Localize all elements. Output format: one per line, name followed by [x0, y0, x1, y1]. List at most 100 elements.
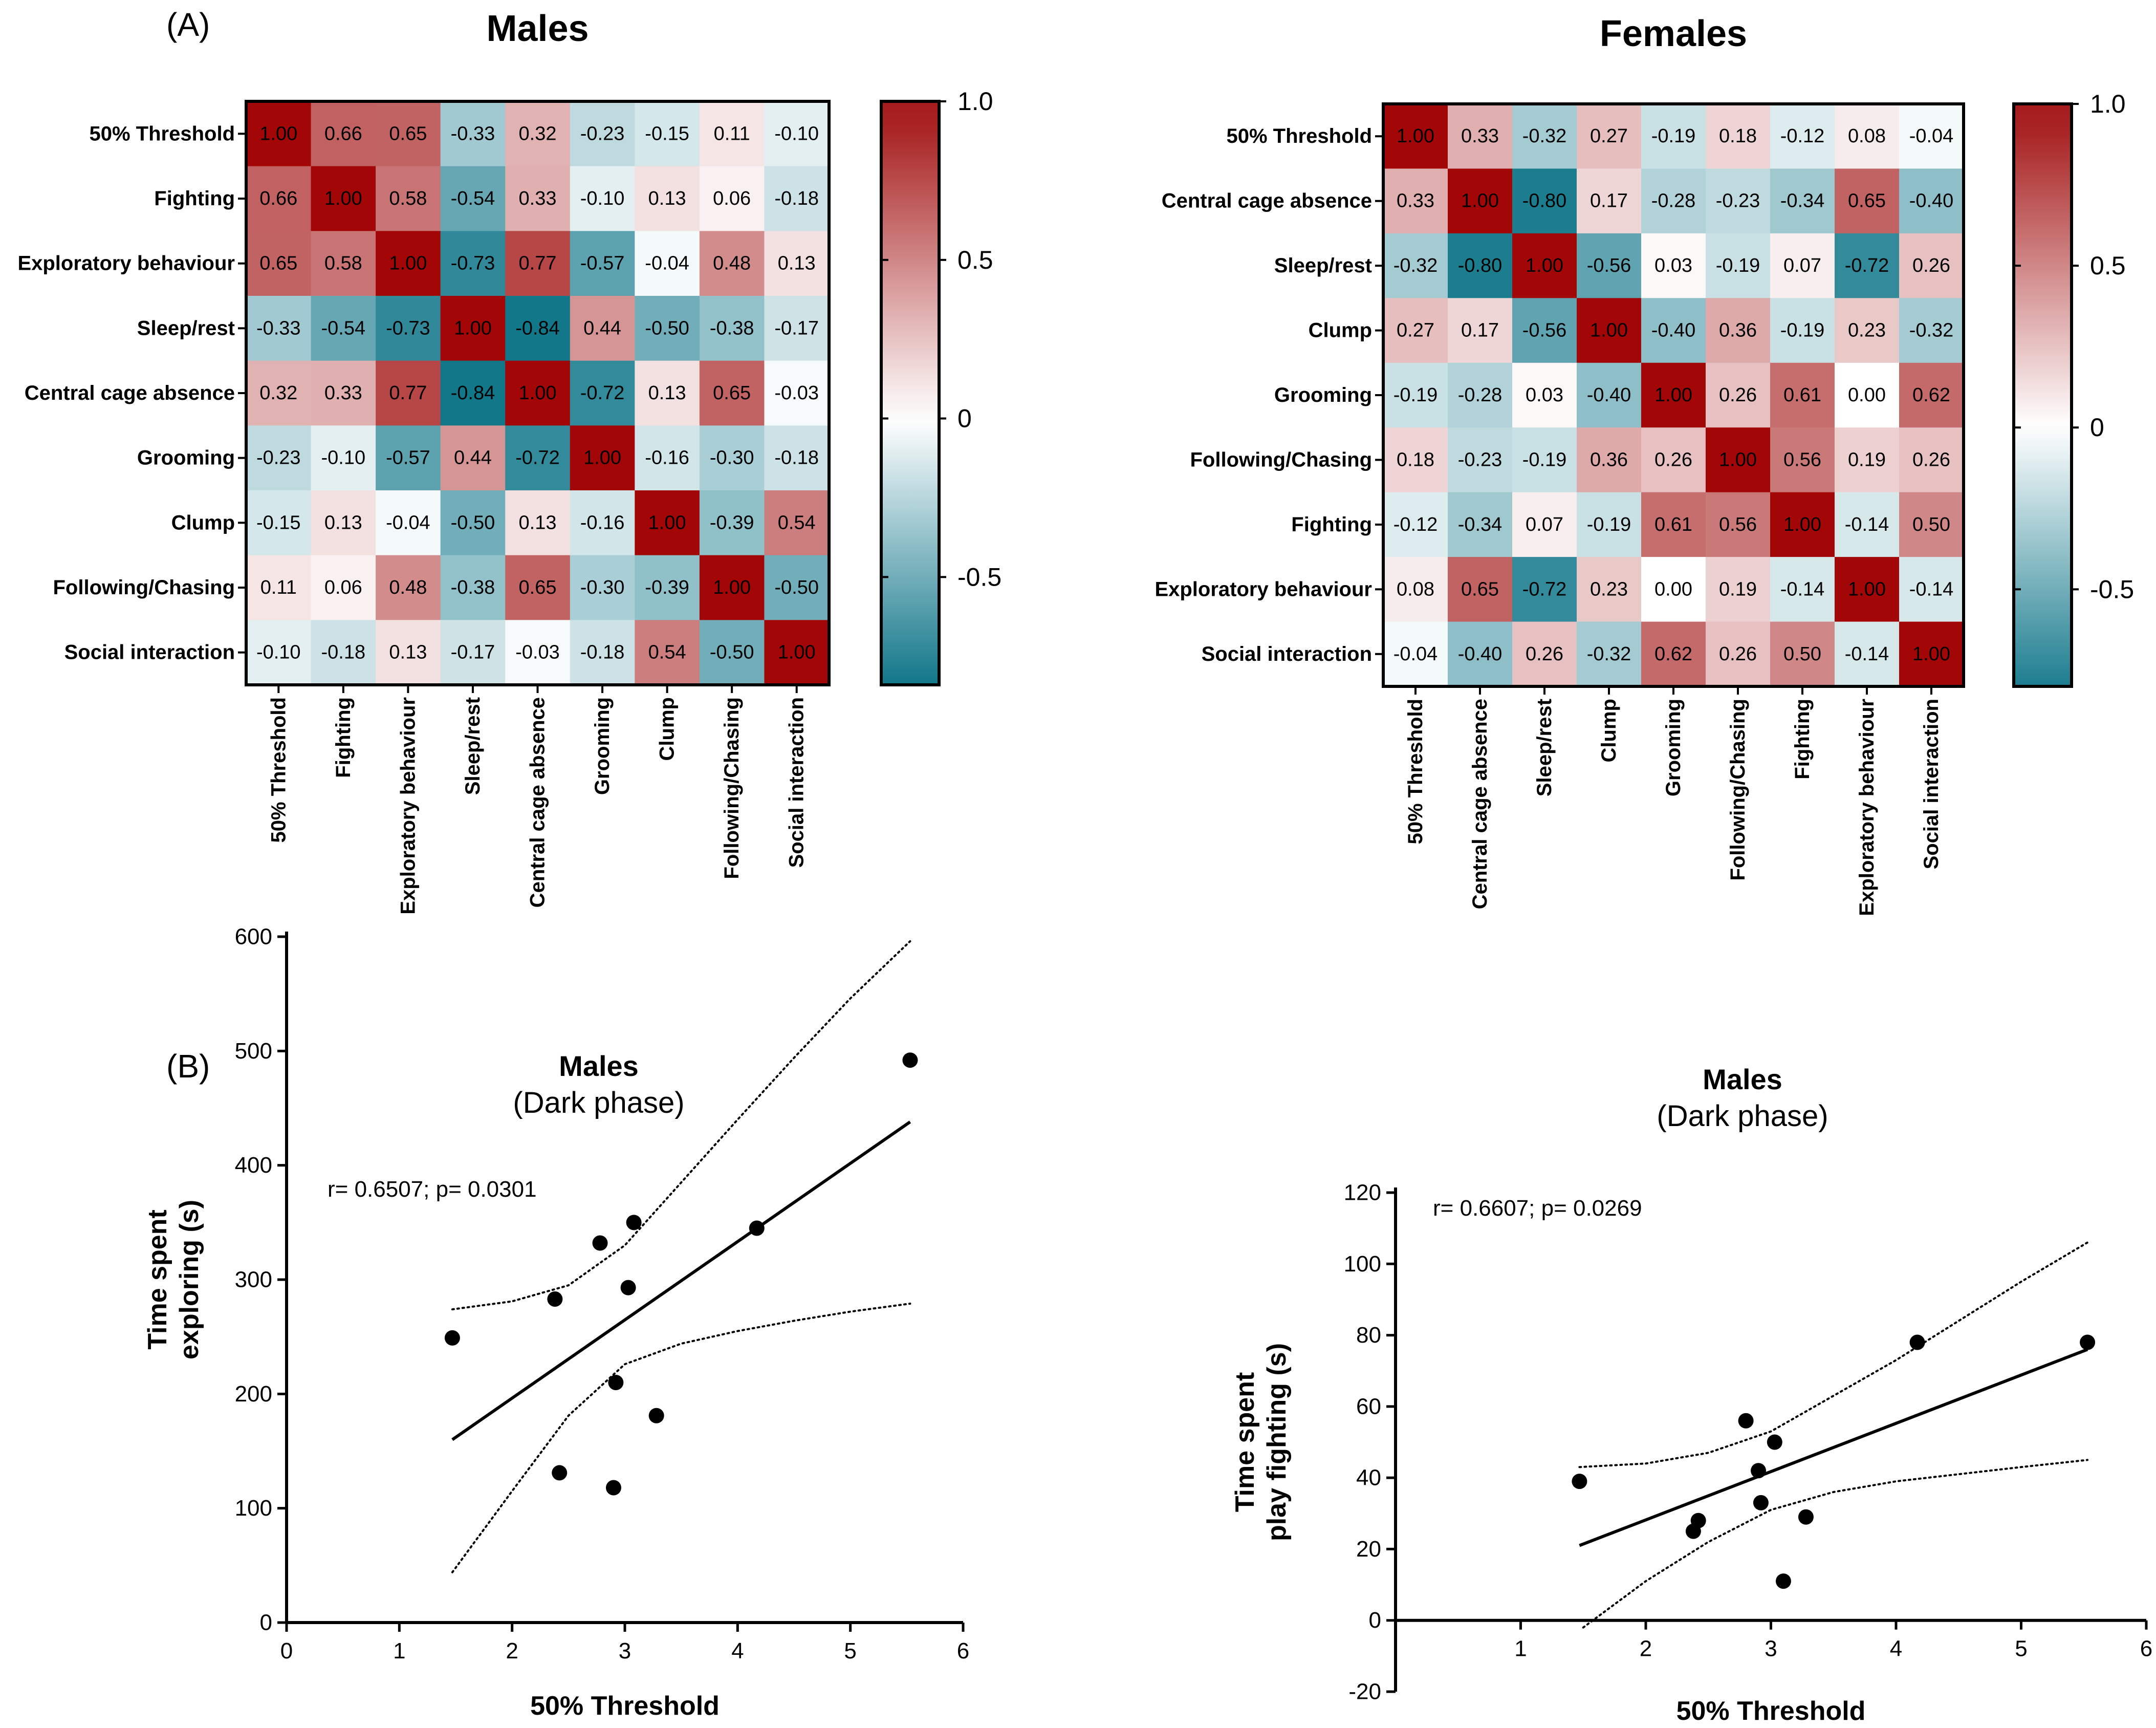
- heatmap-cell: [440, 360, 506, 426]
- heatmap-cell-label: -0.10: [580, 188, 625, 209]
- row-label: Clump: [1309, 319, 1372, 342]
- y-tick-label: 0: [1369, 1608, 1381, 1633]
- heatmap-cell: [505, 490, 571, 556]
- heatmap-cell-label: 1.00: [648, 512, 686, 533]
- data-point: [648, 1408, 664, 1423]
- heatmap-cell-label: 1.00: [583, 447, 621, 469]
- ci-lower-band: [1582, 1459, 2089, 1629]
- heatmap-cell: [570, 425, 635, 491]
- data-point: [620, 1280, 636, 1295]
- colorbar: [2012, 102, 2073, 688]
- heatmap-cell-label: -0.17: [451, 642, 495, 663]
- x-tick-label: 3: [619, 1638, 631, 1664]
- heatmap-cell-label: -0.16: [645, 447, 689, 469]
- heatmap-cell: [1512, 298, 1577, 363]
- heatmap-cell-label: -0.28: [1651, 190, 1696, 212]
- heatmap-cell-label: -0.38: [451, 577, 495, 598]
- ci-upper-band: [1578, 1241, 2089, 1468]
- heatmap-cell-label: 0.26: [1654, 449, 1692, 470]
- heatmap-cell: [311, 101, 376, 167]
- x-tick-label: 6: [2140, 1636, 2152, 1661]
- heatmap-cell-label: 0.19: [1848, 449, 1886, 470]
- y-tick-label: 100: [235, 1496, 272, 1521]
- x-tick-label: 5: [2015, 1636, 2027, 1661]
- heatmap-cell: [1835, 233, 1900, 298]
- row-label: Social interaction: [64, 641, 235, 664]
- y-tick-label: 20: [1356, 1537, 1381, 1562]
- heatmap-cell-label: -0.40: [1909, 190, 1954, 212]
- heatmap-cell-label: 0.61: [1654, 514, 1692, 535]
- heatmap-cell-label: 1.00: [1526, 255, 1563, 276]
- col-label: 50% Threshold: [1404, 699, 1427, 845]
- heatmap-cell: [1641, 104, 1706, 169]
- col-label: 50% Threshold: [267, 697, 290, 843]
- heatmap-cell-label: -0.04: [645, 253, 689, 274]
- heatmap-cell: [1770, 233, 1835, 298]
- heatmap-cell: [505, 555, 571, 620]
- heatmap-cell: [1512, 621, 1577, 687]
- heatmap-cell: [764, 166, 830, 231]
- heatmap-cell-label: -0.19: [1716, 255, 1760, 276]
- heatmap-cell: [699, 620, 765, 685]
- heatmap-cell-label: 0.65: [259, 253, 297, 274]
- col-label: Exploratory behaviour: [1856, 699, 1878, 916]
- heatmap-cell: [440, 425, 506, 491]
- data-point: [444, 1330, 460, 1346]
- heatmap-cell: [246, 231, 312, 296]
- heatmap-cell: [1577, 557, 1642, 622]
- heatmap-cell: [376, 296, 441, 361]
- heatmap-cell: [246, 296, 312, 361]
- colorbar-tick-label: 1.0: [2090, 90, 2126, 118]
- colorbar-tick-label: -0.5: [2090, 575, 2134, 603]
- heatmap-cell: [1577, 168, 1642, 234]
- scatter-play-fighting: Males (Dark phase) -20 0 20 40 60 80 100 120 1 2 3 4 5…: [1230, 1063, 2152, 1726]
- heatmap-cell-label: 0.48: [713, 253, 751, 274]
- heatmap-cell: [505, 166, 571, 231]
- heatmap-cell-label: 0.13: [519, 512, 557, 533]
- heatmap-cell-label: -0.50: [645, 317, 689, 339]
- x-tick-label: 3: [1765, 1636, 1777, 1661]
- regression-line: [1579, 1348, 2088, 1547]
- heatmap-cell-label: 0.56: [1783, 449, 1821, 470]
- heatmap-cell: [1448, 233, 1513, 298]
- heatmap-cell-label: -0.14: [1909, 578, 1954, 600]
- heatmap-cell-label: 0.58: [389, 188, 427, 209]
- y-tick-label: 40: [1356, 1465, 1381, 1491]
- y-tick-label: 200: [235, 1381, 272, 1407]
- colorbar-tick-label: 0: [2090, 413, 2104, 442]
- heatmap-cell: [440, 620, 506, 685]
- heatmap-cell: [764, 490, 830, 556]
- heatmap-cell: [570, 620, 635, 685]
- heatmap-cell: [699, 231, 765, 296]
- y-tick-label: 0: [260, 1610, 272, 1635]
- heatmap-cell: [1448, 621, 1513, 687]
- heatmap-cell-label: -0.10: [774, 123, 819, 144]
- heatmap-cell-label: -0.14: [1780, 578, 1825, 600]
- heatmap-cell-label: 0.48: [389, 577, 427, 598]
- row-label: Grooming: [137, 447, 235, 469]
- row-label: Social interaction: [1202, 643, 1372, 665]
- heatmap-cell-label: -0.40: [1458, 643, 1502, 665]
- x-tick-label: 4: [1890, 1636, 1902, 1661]
- heatmap-cell-label: 0.08: [1397, 578, 1434, 600]
- heatmap-cell: [505, 620, 571, 685]
- heatmap-cell: [1641, 233, 1706, 298]
- heatmap-cell: [1770, 492, 1835, 557]
- y-tick-label: 100: [1344, 1251, 1381, 1277]
- col-label: Following/Chasing: [1727, 699, 1749, 881]
- row-label: Fighting: [154, 187, 235, 210]
- y-tick-label: -20: [1348, 1679, 1381, 1704]
- heatmap-cell-label: -0.19: [1522, 449, 1567, 470]
- heatmap-cell: [1770, 298, 1835, 363]
- heatmap-cell-label: -0.12: [1780, 125, 1825, 147]
- heatmap-cell-label: 0.17: [1461, 320, 1499, 341]
- heatmap-cell: [1835, 362, 1900, 428]
- heatmap-cell: [1641, 492, 1706, 557]
- row-label: 50% Threshold: [89, 122, 235, 145]
- heatmap-cell: [699, 166, 765, 231]
- heatmap-cell-label: -0.30: [710, 447, 754, 469]
- y-axis-label: Time spent: [1230, 1372, 1260, 1513]
- heatmap-cell: [1706, 298, 1771, 363]
